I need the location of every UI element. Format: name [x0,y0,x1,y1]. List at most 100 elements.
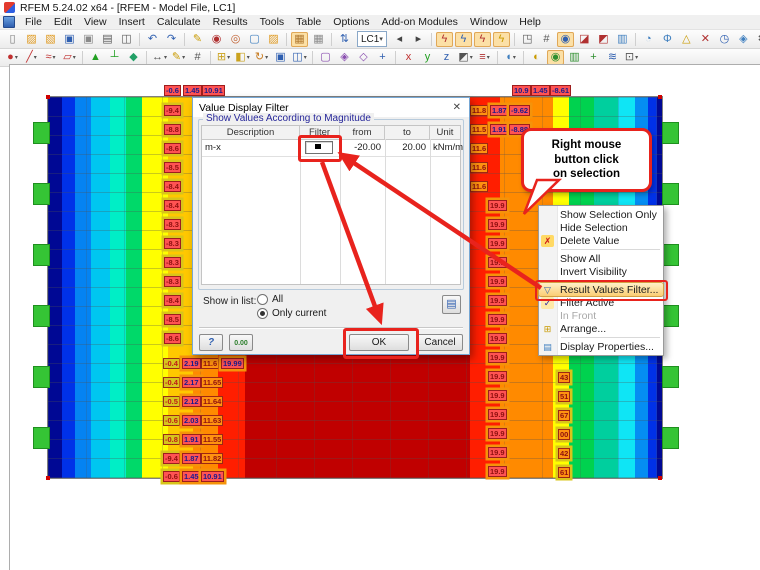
context-menu-item[interactable]: ▽ Result Values Filter... [538,282,664,297]
toolbar-icon[interactable]: Φ [659,32,676,47]
toolbar-icon[interactable]: ◖ [502,50,519,65]
close-icon[interactable]: ✕ [452,102,461,113]
toolbar-icon[interactable] [497,51,498,64]
select-list-button[interactable]: ▤ [442,295,461,314]
toolbar-icon[interactable]: ▤ [99,32,116,47]
menu-item[interactable]: Window [469,16,508,28]
decimal-places-button[interactable]: 0.00 [229,334,253,351]
toolbar-icon[interactable] [286,32,287,46]
toolbar-icon[interactable]: ▨ [23,32,40,47]
toolbar-icon[interactable]: ◷ [716,32,733,47]
support-marker[interactable] [662,427,679,449]
toolbar-icon[interactable]: ↶ [144,32,161,47]
toolbar-icon[interactable] [523,51,524,64]
toolbar-icon[interactable]: ◩ [595,32,612,47]
context-menu-item[interactable]: Show All [539,252,663,265]
toolbar-icon[interactable]: ◈ [336,50,353,65]
dialog-title-bar[interactable]: Value Display Filter ✕ [193,98,469,117]
cell-to[interactable]: 20.00 [402,142,426,153]
context-menu-item[interactable]: In Front [539,309,663,322]
toolbar-icon[interactable]: ≡ [476,50,493,65]
toolbar-icon[interactable] [513,32,515,46]
toolbar-icon[interactable]: ▨ [265,32,282,47]
toolbar-icon[interactable]: ▥ [566,50,583,65]
menu-item[interactable]: Edit [53,16,73,28]
toolbar-icon[interactable]: △ [678,32,695,47]
toolbar-icon[interactable] [82,51,83,64]
toolbar-icon[interactable]: ◪ [576,32,593,47]
toolbar-icon[interactable] [331,32,332,46]
support-marker[interactable] [33,122,50,144]
toolbar-icon[interactable]: ● [4,50,21,65]
toolbar-icon[interactable]: ◩ [457,50,474,65]
toolbar-icon[interactable]: x [400,50,417,65]
support-marker[interactable] [662,305,679,327]
radio-only-current[interactable]: Only current [257,308,326,319]
support-marker[interactable] [33,305,50,327]
load-case-selector[interactable]: LC1 ▾ [357,31,387,47]
toolbar-icon[interactable]: + [585,50,602,65]
toolbar-icon[interactable]: ✕ [697,32,714,47]
toolbar-icon[interactable]: ≈ [42,50,59,65]
toolbar-icon[interactable]: ◐ [528,50,545,65]
toolbar-icon[interactable]: ◉ [556,31,574,47]
support-marker[interactable] [662,122,679,144]
toolbar-icon[interactable]: ⊞ [215,50,232,65]
toolbar-icon[interactable]: ▧ [42,32,59,47]
toolbar-icon[interactable]: ▥ [614,32,631,47]
toolbar-icon[interactable]: + [374,50,391,65]
toolbar-icon[interactable]: ▣ [80,32,97,47]
toolbar-icon[interactable]: ϟ [492,31,510,47]
support-marker[interactable] [33,183,50,205]
toolbar-icon[interactable]: ↻ [253,50,270,65]
menu-item[interactable]: Add-on Modules [381,16,458,28]
toolbar-icon[interactable]: ╱ [23,50,40,65]
toolbar-icon[interactable]: ϟ [454,31,472,47]
toolbar-icon[interactable] [395,51,396,64]
filter-checkbox[interactable] [305,141,333,154]
context-menu-item[interactable]: ▤ Display Properties... [539,340,663,353]
toolbar-icon[interactable]: ⊡ [623,50,640,65]
menu-item[interactable]: Calculate [156,16,201,28]
toolbar-icon[interactable]: ◧ [234,50,251,65]
toolbar-icon[interactable]: ↔ [151,50,168,65]
support-marker[interactable] [33,427,50,449]
toolbar-icon[interactable]: ▢ [246,32,263,47]
toolbar-icon[interactable] [184,32,185,46]
context-menu-item[interactable]: Hide Selection [539,221,663,234]
toolbar-icon[interactable] [634,32,636,46]
toolbar-icon[interactable]: ◳ [519,32,536,47]
toolbar-icon[interactable]: ▱ [61,50,78,65]
toolbar-icon[interactable]: ↷ [163,32,180,47]
context-menu-item[interactable]: ✓ Filter Active [539,296,663,309]
toolbar-icon[interactable]: ϟ [473,31,491,47]
toolbar-icon[interactable] [430,32,432,46]
toolbar-icon[interactable]: ◂ [391,32,408,47]
context-menu-item[interactable]: ⊞ Arrange... [539,322,663,335]
menu-item[interactable]: View [84,16,107,28]
toolbar-icon[interactable]: ◉ [208,32,225,47]
menu-item[interactable]: Results [212,16,248,28]
toolbar-icon[interactable]: ✎ [189,32,206,47]
toolbar-icon[interactable]: ◆ [125,50,142,65]
toolbar-icon[interactable]: ▲ [87,50,104,65]
menu-item[interactable]: Options [333,16,370,28]
toolbar-icon[interactable]: ◫ [291,50,308,65]
support-marker[interactable] [662,183,679,205]
toolbar-icon[interactable]: ▦ [291,31,308,47]
toolbar-icon[interactable]: z [438,50,455,65]
toolbar-icon[interactable]: y [419,50,436,65]
toolbar-icon[interactable]: ▸ [410,32,427,47]
toolbar-icon[interactable]: ◇ [355,50,372,65]
toolbar-icon[interactable]: ◎ [227,32,244,47]
toolbar-icon[interactable]: ▦ [310,32,327,47]
table-row[interactable]: m-x -20.00 20.00 kNm/m [202,140,463,157]
toolbar-icon[interactable] [139,32,140,46]
toolbar-icon[interactable]: ▯ [4,32,21,47]
radio-all[interactable]: All [257,294,283,305]
ok-button[interactable]: OK [349,334,409,351]
menu-item[interactable]: Table [296,16,322,28]
toolbar-icon[interactable]: ▢ [317,50,334,65]
toolbar-icon[interactable]: ▣ [272,50,289,65]
menu-item[interactable]: Tools [259,16,285,28]
